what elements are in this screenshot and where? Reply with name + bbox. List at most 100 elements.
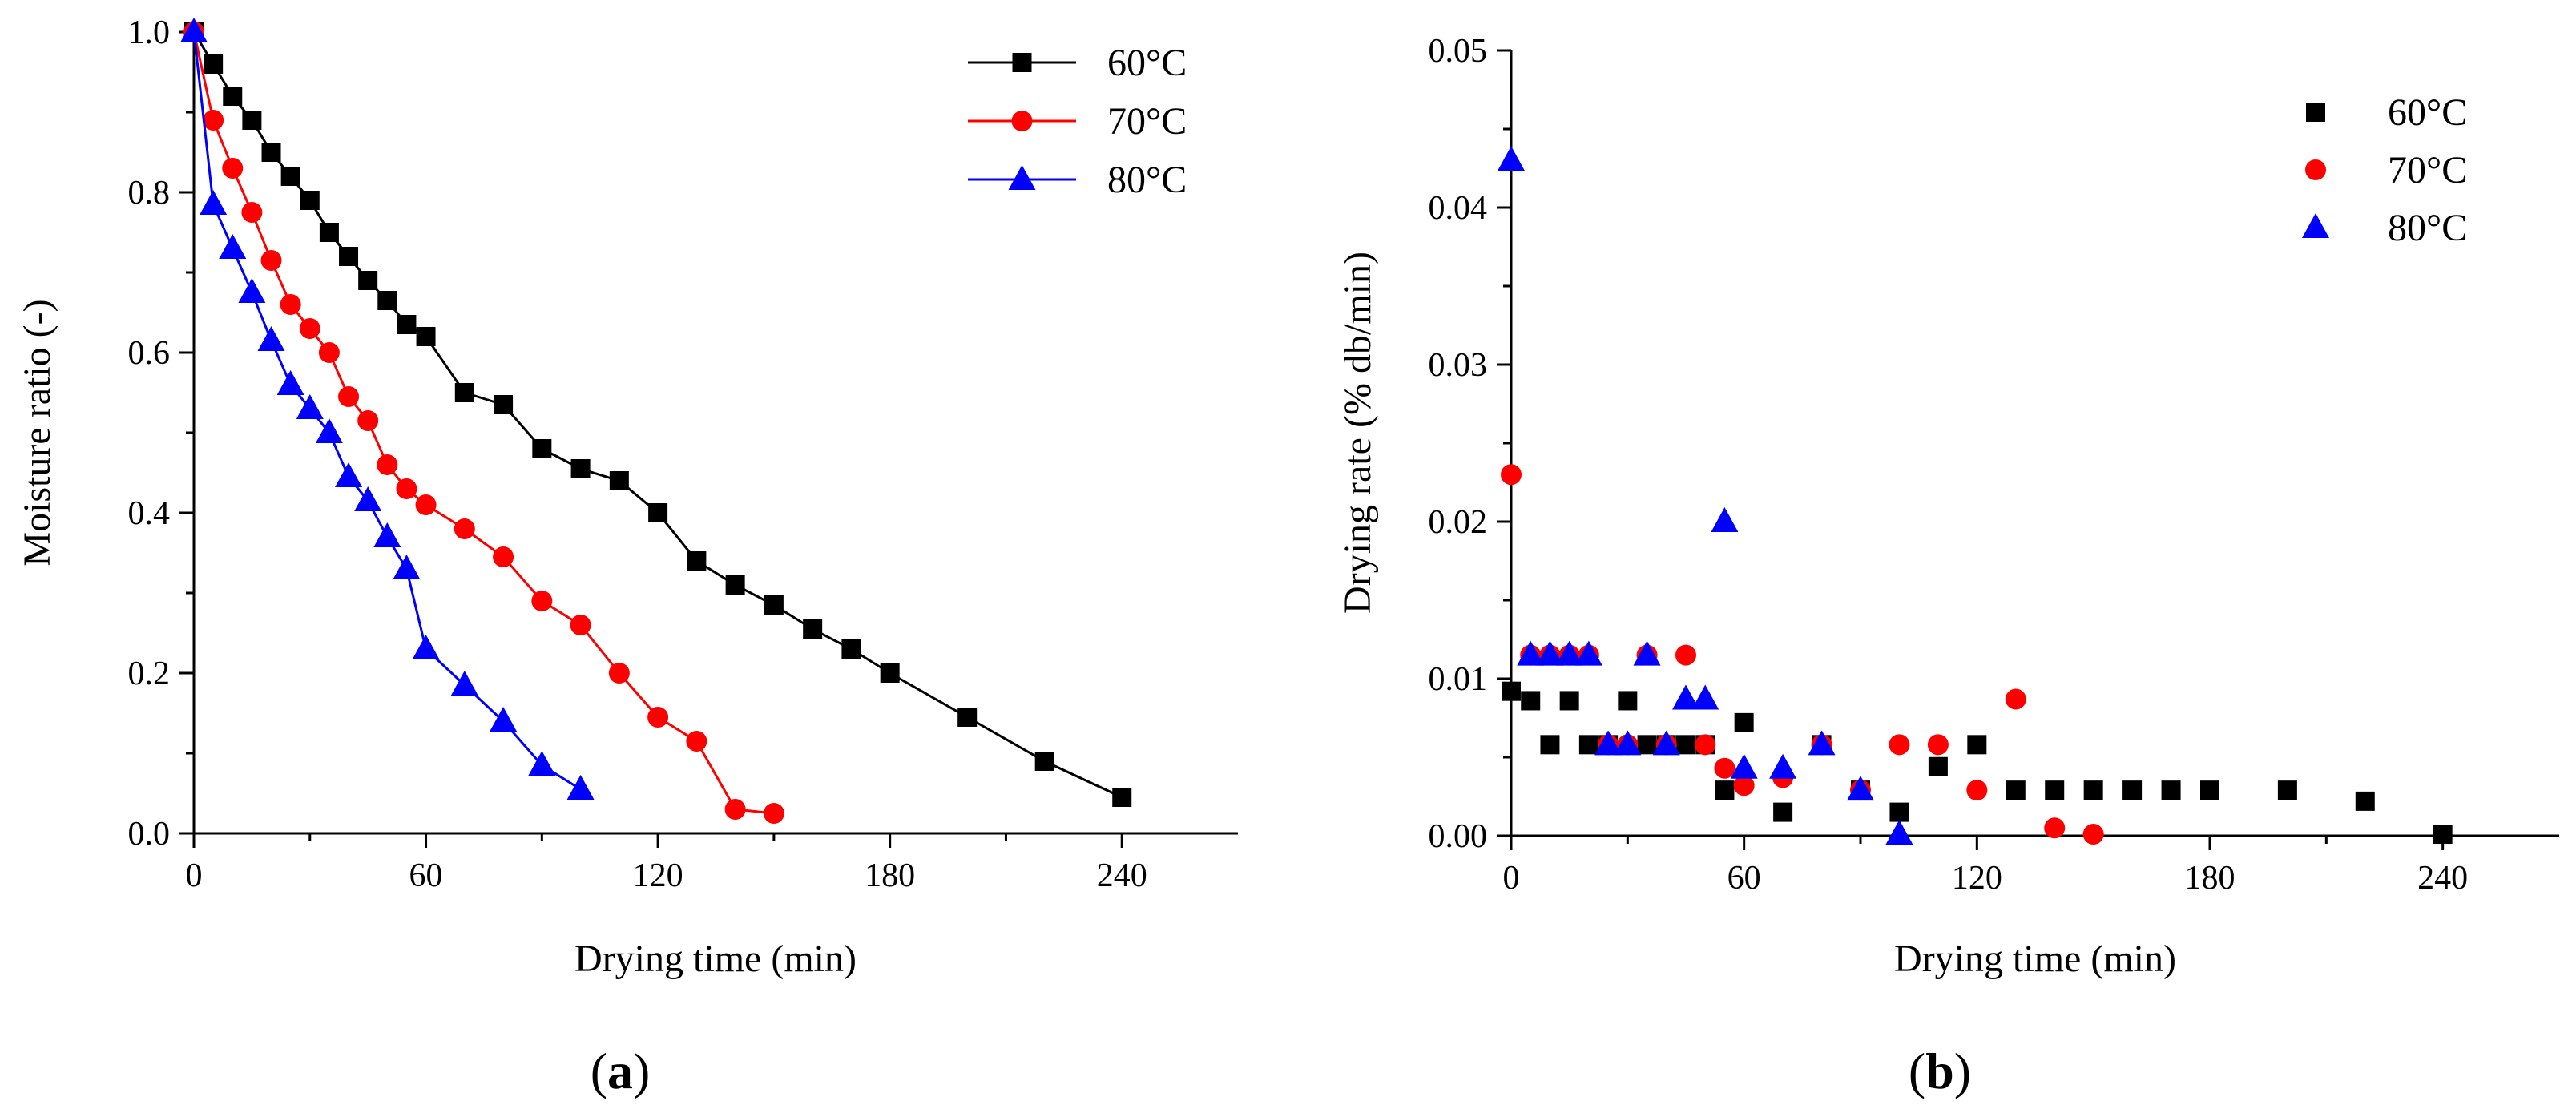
data-point — [2006, 780, 2026, 800]
panel-label-letter: a — [607, 1042, 633, 1099]
x-tick-label: 240 — [1097, 857, 1147, 894]
data-point — [280, 167, 300, 186]
data-point — [1034, 752, 1054, 771]
y-tick-label: 0.04 — [1429, 190, 1488, 227]
data-point — [1637, 735, 1657, 755]
data-point — [1769, 753, 1797, 779]
y-axis-label: Moisture ratio (-) — [16, 299, 58, 566]
data-point — [494, 395, 514, 414]
data-point — [203, 110, 224, 131]
data-point — [1540, 735, 1560, 755]
series-60°C — [184, 22, 1132, 807]
data-point — [354, 486, 382, 511]
data-point — [1889, 802, 1909, 822]
data-point — [1734, 712, 1754, 732]
data-point — [1675, 644, 1696, 666]
data-point — [528, 751, 556, 776]
legend-label: 70°C — [2388, 149, 2467, 192]
data-point — [764, 595, 784, 615]
y-tick-label: 0.0 — [128, 816, 171, 853]
series-80°C — [1498, 146, 1913, 845]
panel-a-moisture-ratio-chart: 0 60 120 180 240 0.0 0.2 0.4 0.6 0.8 1.0 Drying tim… — [16, 14, 1238, 1099]
data-point — [1714, 757, 1735, 779]
data-point — [2082, 824, 2104, 845]
data-point — [1521, 691, 1541, 711]
data-point — [338, 386, 360, 407]
legend-label: 80°C — [2388, 207, 2467, 249]
data-point — [686, 731, 707, 752]
data-point — [648, 503, 668, 522]
data-point — [566, 775, 595, 800]
x-tick-label: 60 — [1727, 860, 1761, 897]
data-point — [261, 143, 281, 162]
y-tick-label: 0.2 — [128, 655, 171, 692]
data-point — [242, 111, 262, 130]
data-point — [1594, 730, 1623, 756]
data-point — [1733, 775, 1755, 796]
data-point — [300, 191, 320, 210]
data-point — [180, 18, 208, 42]
data-point — [335, 462, 363, 487]
legend-marker — [1008, 165, 1036, 190]
data-point — [1773, 802, 1793, 822]
data-point — [257, 326, 285, 351]
data-point — [412, 635, 440, 659]
series-line — [192, 31, 582, 791]
data-point — [1885, 820, 1913, 845]
data-point — [2122, 780, 2143, 800]
data-point — [393, 554, 421, 579]
data-point — [763, 803, 784, 824]
data-point — [454, 383, 474, 402]
data-point — [2161, 780, 2181, 800]
data-point — [841, 639, 861, 659]
legend-label: 60°C — [2388, 91, 2467, 134]
panel-label-close: ) — [633, 1042, 650, 1099]
data-point — [1501, 464, 1522, 486]
data-point — [647, 707, 669, 728]
data-point — [2045, 780, 2065, 800]
data-point — [241, 202, 263, 223]
data-point — [318, 342, 340, 363]
x-tick-label: 240 — [2417, 860, 2468, 897]
y-tick-label: 0.00 — [1429, 818, 1488, 855]
data-point — [358, 271, 378, 290]
data-point — [1711, 507, 1739, 532]
x-axis-label: Drying time (min) — [1894, 938, 2176, 980]
x-tick-label: 180 — [865, 857, 915, 894]
data-point — [339, 247, 359, 266]
data-point — [415, 494, 437, 515]
y-tick-label: 0.8 — [128, 175, 171, 212]
data-point — [532, 439, 552, 458]
data-point — [276, 370, 304, 395]
data-point — [609, 471, 629, 490]
data-point — [377, 291, 397, 310]
data-point — [454, 518, 475, 539]
data-point — [319, 223, 339, 242]
data-point — [1889, 734, 1910, 756]
data-point — [397, 315, 417, 334]
data-point — [238, 278, 266, 303]
data-point — [1847, 776, 1874, 801]
data-point — [493, 546, 514, 567]
legend-label: 60°C — [1107, 42, 1187, 84]
data-point — [725, 575, 745, 595]
y-tick-label: 0.6 — [128, 335, 171, 372]
data-point — [1502, 681, 1521, 701]
x-tick-label: 120 — [633, 857, 683, 894]
data-point — [1676, 735, 1695, 755]
x-tick-label: 0 — [186, 857, 203, 894]
data-point — [724, 799, 746, 820]
legend-marker — [2302, 213, 2329, 238]
x-tick-label: 0 — [1503, 860, 1520, 897]
data-point — [1695, 734, 1716, 756]
panel-label-open: ( — [1909, 1042, 1925, 1099]
data-point — [570, 615, 591, 635]
data-point — [260, 250, 282, 271]
data-point — [373, 522, 401, 547]
data-point — [396, 478, 417, 499]
data-point — [1715, 780, 1735, 800]
data-point — [1559, 691, 1579, 711]
data-point — [531, 591, 553, 611]
x-axis-label: Drying time (min) — [574, 938, 857, 980]
y-tick-label: 0.02 — [1429, 504, 1488, 541]
